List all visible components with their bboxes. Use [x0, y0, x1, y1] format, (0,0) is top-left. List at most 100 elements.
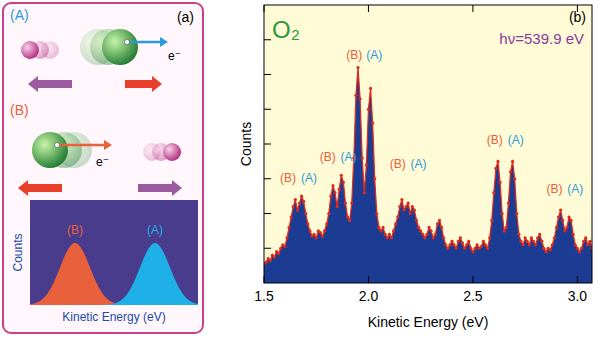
- data-point: [476, 243, 479, 246]
- electron: [55, 143, 60, 148]
- data-point: [455, 247, 458, 250]
- x-tick: [264, 276, 265, 283]
- data-point: [388, 233, 391, 236]
- panel-label: (b): [569, 9, 586, 25]
- data-point: [542, 247, 545, 250]
- data-point: [285, 236, 288, 239]
- data-point: [377, 226, 380, 229]
- data-point: [453, 243, 456, 246]
- data-point: [574, 243, 577, 246]
- peak-annotation: (B): [390, 157, 406, 171]
- y-tick: [264, 144, 271, 145]
- peak-annotation: (A): [567, 182, 583, 196]
- data-point: [348, 219, 351, 222]
- data-point: [442, 236, 445, 239]
- data-point: [544, 250, 547, 253]
- data-point: [490, 219, 493, 222]
- data-point: [425, 233, 428, 236]
- data-point: [298, 201, 301, 204]
- electron-arrow: [60, 144, 106, 147]
- data-point: [386, 236, 389, 239]
- schematic-peak: [30, 243, 198, 305]
- data-point: [342, 181, 345, 184]
- data-point: [517, 233, 520, 236]
- peak-annotation: (A): [341, 150, 357, 164]
- data-point: [457, 240, 460, 243]
- peak-annotation: (B): [487, 133, 503, 147]
- data-point: [419, 229, 422, 232]
- data-point: [369, 87, 372, 90]
- data-point: [494, 167, 497, 170]
- data-point: [572, 233, 575, 236]
- chart-title: O₂: [272, 16, 300, 43]
- electron: [125, 40, 130, 45]
- data-point: [323, 229, 326, 232]
- peak-annotation: (A): [411, 157, 427, 171]
- data-point: [511, 160, 514, 163]
- data-point: [503, 229, 506, 232]
- data-point: [484, 243, 487, 246]
- panel-a: (a)(A)e⁻(B)e⁻(B)(A)CountsKinetic Energy …: [3, 3, 203, 333]
- data-point: [319, 231, 322, 234]
- data-point: [501, 212, 504, 215]
- data-point: [304, 212, 307, 215]
- x-tick: [577, 276, 578, 283]
- x-tick: [368, 276, 369, 283]
- data-point: [373, 177, 376, 180]
- data-group: [264, 66, 592, 283]
- data-point: [430, 229, 433, 232]
- data-point: [404, 205, 407, 208]
- data-point: [336, 205, 339, 208]
- data-point: [264, 261, 267, 264]
- data-point: [534, 243, 537, 246]
- data-point: [505, 226, 508, 229]
- electron-label: e⁻: [168, 49, 181, 63]
- x-tick-label: 1.5: [254, 288, 274, 304]
- data-point: [327, 212, 330, 215]
- data-point: [563, 229, 566, 232]
- data-point: [471, 250, 474, 253]
- data-point: [384, 233, 387, 236]
- data-point: [461, 241, 464, 244]
- schematic-peak: [30, 243, 198, 305]
- data-point: [423, 236, 426, 239]
- data-point: [580, 247, 583, 250]
- inset-axis-title: Kinetic Energy (eV): [62, 310, 165, 324]
- data-point: [551, 243, 554, 246]
- data-point: [586, 243, 589, 246]
- data-point: [338, 188, 341, 191]
- panel-b: 1.52.02.53.0Kinetic Energy (eV)Counts(b)…: [238, 5, 594, 330]
- x-tick-label: 2.5: [463, 288, 483, 304]
- electron-label: e⁻: [96, 155, 109, 169]
- motion-arrow: [18, 180, 62, 196]
- data-point: [315, 236, 318, 239]
- peak-annotation: (A): [301, 171, 317, 185]
- data-point: [294, 198, 297, 201]
- plot-background: [264, 5, 592, 283]
- data-point: [486, 247, 489, 250]
- y-tick: [264, 109, 271, 110]
- data-point: [371, 122, 374, 125]
- data-point: [413, 208, 416, 211]
- data-point: [308, 229, 311, 232]
- data-point: [409, 212, 412, 215]
- data-point: [559, 208, 562, 211]
- x-tick: [472, 5, 473, 12]
- data-point: [421, 233, 424, 236]
- peak-annotation: (A): [366, 48, 382, 62]
- data-point: [283, 245, 286, 248]
- data-point: [402, 208, 405, 211]
- data-point: [273, 255, 276, 258]
- data-point: [292, 205, 295, 208]
- data-point: [394, 222, 397, 225]
- data-point: [363, 191, 366, 194]
- data-point: [277, 252, 280, 255]
- data-point: [350, 201, 353, 204]
- data-point: [473, 247, 476, 250]
- data-point: [340, 174, 343, 177]
- spectrum-line: [264, 68, 592, 264]
- atom: [21, 41, 39, 59]
- data-point: [509, 170, 512, 173]
- x-tick-label: 2.0: [359, 288, 379, 304]
- data-point: [584, 236, 587, 239]
